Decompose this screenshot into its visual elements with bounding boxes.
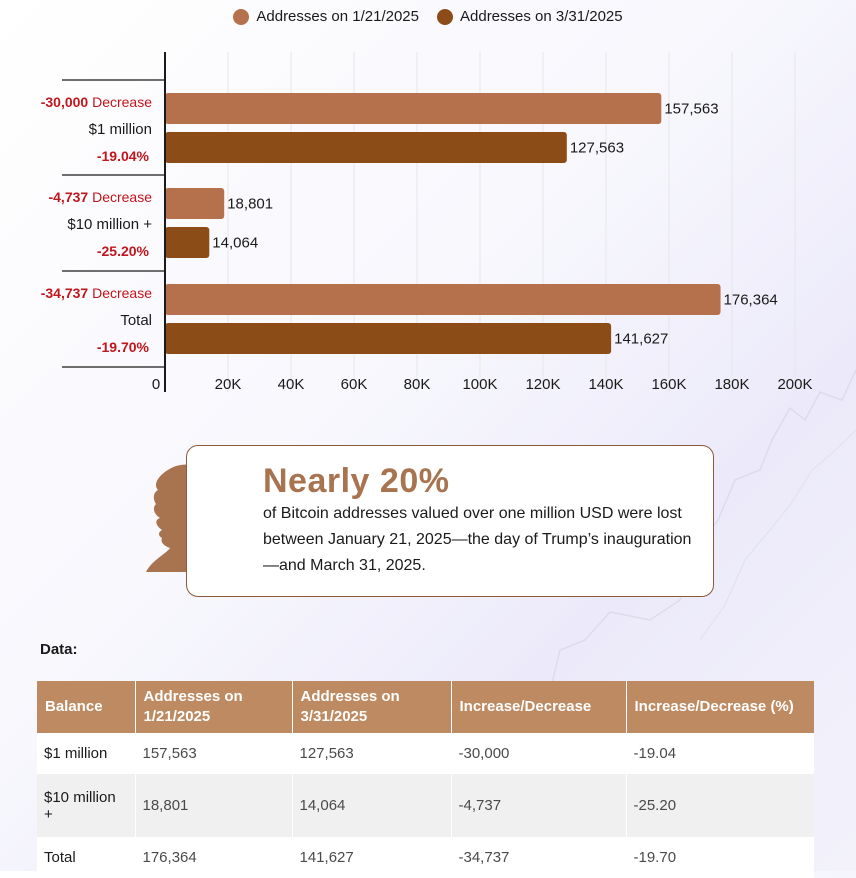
bar [165, 188, 225, 219]
x-tick-label: 160K [651, 376, 686, 393]
x-tick-label: 100K [462, 376, 497, 393]
bar-value-label: 141,627 [614, 331, 668, 348]
change-value: -4,737 [48, 189, 92, 205]
bar [165, 93, 662, 124]
data-table-title: Data: [40, 641, 78, 658]
callout-body: of Bitcoin addresses valued over one mil… [263, 505, 692, 574]
table-cell: $10 million + [37, 774, 136, 837]
table-cell: 141,627 [292, 837, 452, 878]
x-tick-label: 60K [341, 376, 368, 393]
bar-value-label: 157,563 [664, 101, 718, 118]
x-tick-label: 20K [215, 376, 242, 393]
legend-swatch-3-31 [437, 8, 453, 25]
x-tick-label: 180K [714, 376, 749, 393]
change-word: Decrease [92, 94, 152, 110]
change-word: Decrease [92, 189, 152, 205]
table-cell: 127,563 [292, 733, 452, 774]
change-value: -30,000 [41, 94, 92, 110]
legend-swatch-1-21 [233, 8, 250, 25]
table-cell: $1 million [37, 733, 136, 774]
table-cell: -19.04 [626, 733, 814, 774]
category-label: $1 million [89, 121, 152, 138]
percent-annotation: -19.70% [97, 339, 150, 355]
header-increase-decrease: Increase/Decrease [451, 681, 627, 733]
legend-item-3-31: Addresses on 3/31/2025 [437, 8, 623, 25]
table-cell: -25.20 [626, 774, 814, 837]
table-cell: 18,801 [135, 774, 293, 837]
x-tick-label: 200K [777, 376, 812, 393]
change-annotation: -4,737 Decrease [48, 189, 152, 205]
bar-value-label: 14,064 [212, 235, 258, 252]
table-cell: -4,737 [451, 774, 627, 837]
header-addresses-1-21: Addresses on 1/21/2025 [135, 681, 293, 733]
category-label: $10 million + [67, 216, 152, 233]
table-cell: 157,563 [135, 733, 293, 774]
bar [165, 132, 567, 163]
x-tick-label: 120K [525, 376, 560, 393]
table-row: Total 176,364 141,627 -34,737 -19.70 [37, 837, 814, 878]
legend-label-3-31: Addresses on 3/31/2025 [460, 8, 623, 25]
change-word: Decrease [92, 285, 152, 301]
header-balance: Balance [37, 681, 136, 733]
percent-annotation: -19.04% [97, 148, 150, 164]
bar-value-label: 18,801 [227, 196, 273, 213]
chart-legend: Addresses on 1/21/2025 Addresses on 3/31… [0, 8, 856, 25]
summary-callout: Nearly 20% of Bitcoin addresses valued o… [186, 445, 714, 597]
table-cell: -30,000 [451, 733, 627, 774]
bar [165, 227, 210, 258]
bar [165, 323, 612, 354]
change-value: -34,737 [41, 285, 92, 301]
table-row: $10 million + 18,801 14,064 -4,737 -25.2… [37, 774, 814, 837]
x-tick-label: 80K [404, 376, 431, 393]
table-header-row: Balance Addresses on 1/21/2025 Addresses… [37, 681, 814, 733]
table-cell: -19.70 [626, 837, 814, 878]
legend-item-1-21: Addresses on 1/21/2025 [233, 8, 419, 25]
header-increase-decrease-pct: Increase/Decrease (%) [626, 681, 814, 733]
table-cell: Total [37, 837, 136, 878]
callout-headline: Nearly 20% [263, 462, 450, 500]
data-table: Balance Addresses on 1/21/2025 Addresses… [37, 681, 814, 878]
table-cell: -34,737 [451, 837, 627, 878]
table-row: $1 million 157,563 127,563 -30,000 -19.0… [37, 733, 814, 774]
change-annotation: -34,737 Decrease [41, 285, 153, 301]
category-label: Total [120, 312, 152, 329]
x-tick-label: 40K [278, 376, 305, 393]
percent-annotation: -25.20% [97, 243, 150, 259]
table-cell: 14,064 [292, 774, 452, 837]
header-addresses-3-31: Addresses on 3/31/2025 [292, 681, 452, 733]
legend-label-1-21: Addresses on 1/21/2025 [256, 8, 419, 25]
bar-value-label: 176,364 [724, 292, 778, 309]
bar [165, 284, 721, 315]
x-tick-label: 0 [152, 376, 160, 393]
x-tick-label: 140K [588, 376, 623, 393]
bar-chart: 0 20K 40K 60K 80K 100K 120K 140K 160K 180K 200K 157… [41, 52, 813, 393]
table-cell: 176,364 [135, 837, 293, 878]
change-annotation: -30,000 Decrease [41, 94, 153, 110]
bar-value-label: 127,563 [570, 140, 624, 157]
